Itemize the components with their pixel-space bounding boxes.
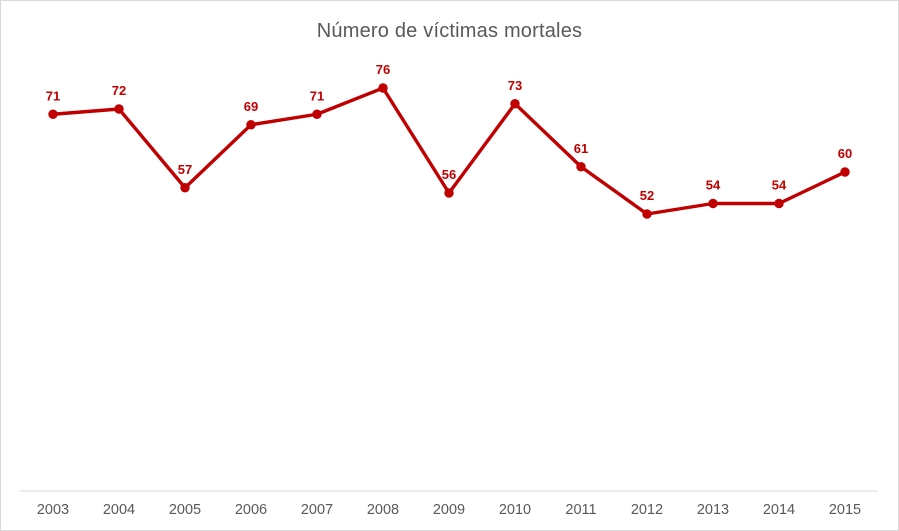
data-label: 71 xyxy=(310,88,324,103)
data-label: 54 xyxy=(706,178,721,193)
data-point-marker xyxy=(774,198,784,209)
data-point-marker xyxy=(246,120,256,130)
x-tick-label: 2010 xyxy=(499,502,531,518)
data-point-marker xyxy=(378,83,388,93)
x-tick-label: 2011 xyxy=(565,502,596,518)
x-tick-label: 2005 xyxy=(169,502,201,518)
x-tick-label: 2003 xyxy=(37,502,69,518)
data-label: 57 xyxy=(178,162,192,177)
data-label: 72 xyxy=(112,83,126,98)
data-point-marker xyxy=(510,99,520,109)
data-label: 56 xyxy=(442,167,456,182)
x-tick-label: 2014 xyxy=(763,502,795,518)
data-label: 71 xyxy=(46,88,60,103)
data-label: 54 xyxy=(772,178,787,193)
data-point-marker xyxy=(708,198,718,209)
x-tick-label: 2013 xyxy=(697,502,729,518)
data-label: 69 xyxy=(244,99,258,114)
data-label: 61 xyxy=(574,141,588,156)
x-tick-label: 2012 xyxy=(631,502,663,518)
data-point-marker xyxy=(444,188,454,198)
data-label: 73 xyxy=(508,78,522,93)
x-tick-label: 2006 xyxy=(235,502,267,518)
data-point-marker xyxy=(114,104,124,114)
data-point-marker xyxy=(180,183,190,193)
x-tick-label: 2008 xyxy=(367,502,399,518)
data-point-marker xyxy=(840,167,850,177)
data-point-marker xyxy=(48,109,58,119)
x-tick-label: 2015 xyxy=(829,502,861,518)
data-label: 52 xyxy=(640,188,654,203)
data-point-marker xyxy=(576,162,586,172)
data-point-marker xyxy=(642,209,652,219)
x-tick-label: 2004 xyxy=(103,502,135,518)
data-label: 76 xyxy=(376,62,390,77)
x-tick-label: 2009 xyxy=(433,502,465,518)
x-tick-label: 2007 xyxy=(301,502,333,518)
data-label: 60 xyxy=(838,146,852,161)
data-point-marker xyxy=(312,109,322,119)
